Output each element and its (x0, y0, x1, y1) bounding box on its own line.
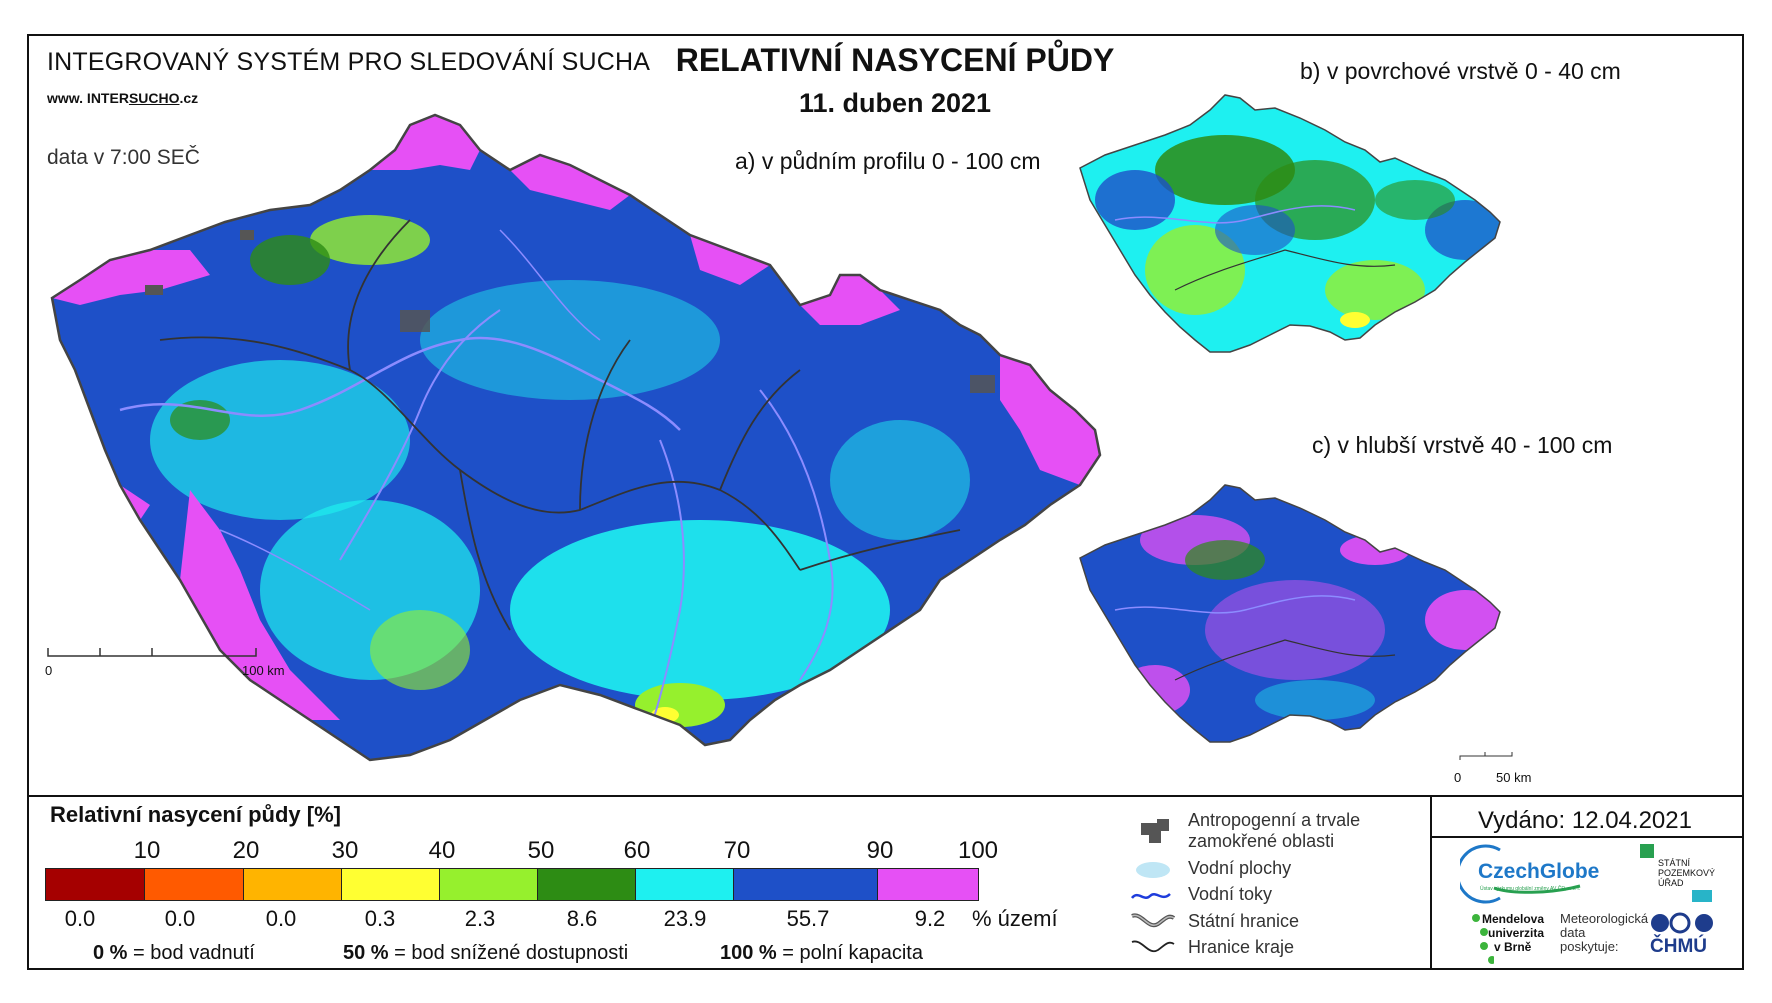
def-field-text: = polní kapacita (782, 942, 923, 964)
def-reduced-value: 50 % (343, 942, 389, 964)
legend-tick-100: 100 (957, 837, 999, 864)
scale-c-end: 50 km (1496, 770, 1532, 785)
spu-line-2: POZEMKOVÝ (1658, 868, 1716, 878)
map-a-label: a) v půdním profilu 0 - 100 cm (735, 148, 1041, 174)
map-frame (27, 34, 1744, 970)
legend-water-bodies: Vodní plochy (1188, 858, 1292, 878)
legend-title: Relativní nasycení půdy [%] (50, 802, 341, 827)
legend-swatch-8 (734, 869, 878, 900)
legend-tick-10: 10 (133, 837, 161, 864)
legend-divider (27, 795, 1744, 797)
water-course-icon (1131, 893, 1171, 899)
czechglobe-name: CzechGlobe (1478, 860, 1600, 883)
spu-line-3: ÚŘAD (1658, 878, 1684, 888)
legend-tick-50: 50 (527, 837, 555, 864)
legend-colorbar (45, 868, 979, 901)
def-field-capacity: 100 % = polní kapacita (720, 942, 923, 965)
scale-c-start: 0 (1454, 770, 1462, 785)
map-c-label: c) v hlubší vrstvě 40 - 100 cm (1312, 432, 1613, 458)
meteo-text: Meteorologická data poskytuje: (1560, 912, 1648, 954)
main-title: RELATIVNÍ NASYCENÍ PŮDY (675, 42, 1115, 78)
legend-swatch-5 (440, 869, 538, 900)
mendel-line-1: Mendelova (1482, 912, 1545, 926)
legend-swatch-2 (145, 869, 244, 900)
footer-divider (1430, 795, 1432, 970)
region-border-icon (1131, 940, 1175, 953)
legend-share-8: 55.7 (786, 906, 830, 931)
czechglobe-logo (1460, 844, 1581, 904)
legend-antropogenic-1: Antropogenní a trvale (1188, 810, 1361, 830)
legend-share-5: 2.3 (464, 906, 496, 931)
legend-swatch-7 (636, 869, 734, 900)
legend-share-7: 23.9 (663, 906, 707, 931)
meteo-line-3: poskytuje: (1560, 939, 1619, 954)
legend-share-2: 0.0 (164, 906, 196, 931)
legend-antropogenic-2: zamokřené oblasti (1188, 831, 1335, 851)
def-wilting-text: = bod vadnutí (133, 942, 255, 964)
legend-share-1: 0.0 (64, 906, 96, 931)
website-mid: SUCHO (128, 90, 180, 106)
legend-water-courses: Vodní toky (1188, 884, 1273, 904)
meteo-line-2: data (1560, 925, 1586, 940)
legend-swatch-6 (538, 869, 636, 900)
state-border-icon (1131, 913, 1176, 928)
legend-tick-30: 30 (331, 837, 359, 864)
czechglobe-subtitle: Ústav výzkumu globální změny AV ČR, v. v… (1480, 886, 1581, 892)
legend-tick-20: 20 (232, 837, 260, 864)
map-b-label: b) v povrchové vrstvě 0 - 40 cm (1300, 58, 1621, 84)
scale-a-start: 0 (45, 663, 53, 678)
website-suffix: .cz (179, 90, 199, 106)
issued-divider (1430, 836, 1744, 838)
def-wilting-value: 0 % (93, 942, 128, 964)
legend-swatch-9 (878, 869, 978, 900)
meteo-line-1: Meteorologická (1560, 911, 1649, 926)
def-reduced-availability: 50 % = bod snížené dostupnosti (343, 942, 628, 965)
mendel-text: Mendelova univerzita v Brně (1482, 912, 1544, 954)
map-a (47, 113, 1102, 762)
legend-swatch-3 (244, 869, 342, 900)
chmu-symbol-icon (1651, 912, 1713, 934)
mendel-line-3: v Brně (1494, 940, 1532, 954)
legend-swatch-1 (46, 869, 145, 900)
antropogenic-icon (1141, 819, 1169, 843)
system-title: INTEGROVANÝ SYSTÉM PRO SLEDOVÁNÍ SUCHA (47, 48, 651, 76)
legend-tick-40: 40 (428, 837, 456, 864)
legend-share-6: 8.6 (566, 906, 598, 931)
map-b (1079, 94, 1501, 353)
water-body-icon (1136, 862, 1170, 878)
legend-share-unit: % území (972, 906, 1058, 931)
scale-a-end: 100 km (242, 663, 285, 678)
data-time: data v 7:00 SEČ (47, 146, 200, 169)
legend-share-4: 0.3 (364, 906, 396, 931)
def-wilting-point: 0 % = bod vadnutí (93, 942, 255, 965)
legend-tick-90: 90 (866, 837, 894, 864)
website-link[interactable]: www. INTERSUCHO.cz (47, 90, 198, 106)
spu-line-1: STÁTNÍ (1658, 858, 1691, 868)
legend-share-9: 9.2 (914, 906, 946, 931)
def-field-value: 100 % (720, 942, 777, 964)
map-c (1079, 484, 1513, 760)
map-date: 11. duben 2021 (798, 88, 992, 118)
spu-logo (1640, 844, 1712, 902)
legend-state-border: Státní hranice (1188, 911, 1300, 931)
issued-date: Vydáno: 12.04.2021 (1478, 807, 1692, 834)
mendel-dots-icon (1472, 914, 1494, 964)
legend-region-border: Hranice kraje (1188, 937, 1295, 957)
mendel-line-2: univerzita (1488, 926, 1545, 940)
legend-swatch-4 (342, 869, 440, 900)
def-reduced-text: = bod snížené dostupnosti (394, 942, 629, 964)
website-prefix: www. INTER (47, 90, 129, 106)
legend-share-3: 0.0 (265, 906, 297, 931)
chmu-name: ČHMÚ (1650, 936, 1707, 957)
legend-tick-70: 70 (723, 837, 751, 864)
spu-text: STÁTNÍ POZEMKOVÝ ÚŘAD (1658, 858, 1715, 888)
legend-tick-60: 60 (623, 837, 651, 864)
